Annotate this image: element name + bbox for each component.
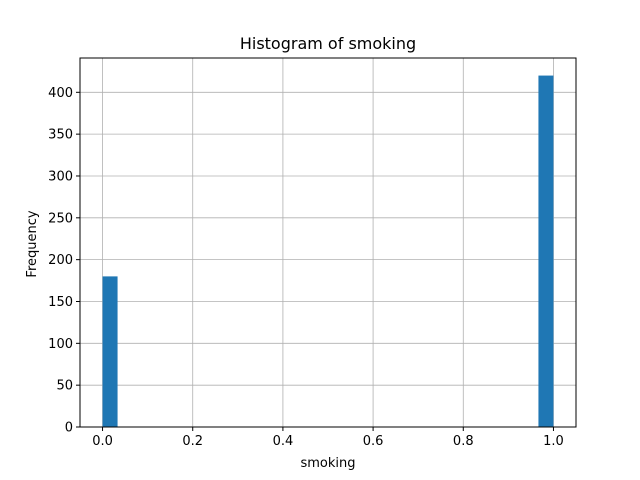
- bars-layer: [102, 75, 554, 428]
- x-tick-label: 0.0: [92, 434, 113, 449]
- y-axis-label: Frequency: [25, 210, 40, 277]
- y-tick-label: 50: [56, 379, 73, 394]
- x-axis-ticks: 0.0 0.2 0.4 0.6 0.8 1.0: [92, 427, 564, 449]
- x-tick-label: 0.8: [453, 434, 474, 449]
- x-tick-label: 0.6: [363, 434, 384, 449]
- y-tick-label: 0: [65, 421, 73, 436]
- y-tick-label: 100: [48, 337, 73, 352]
- x-tick-label: 0.4: [273, 434, 294, 449]
- y-tick-label: 400: [48, 86, 73, 101]
- x-tick-label: 1.0: [543, 434, 564, 449]
- histogram-bar: [102, 276, 118, 427]
- x-axis-label: smoking: [300, 456, 355, 471]
- y-tick-label: 150: [48, 295, 73, 310]
- y-tick-label: 300: [48, 169, 73, 184]
- y-tick-label: 250: [48, 211, 73, 226]
- grid-layer: [80, 58, 576, 428]
- y-axis-ticks: 0 50 100 150 200 250 300 350 400: [48, 86, 80, 436]
- plot-frame: [79, 57, 577, 428]
- chart-title: Histogram of smoking: [240, 34, 416, 53]
- x-tick-label: 0.2: [182, 434, 203, 449]
- y-tick-label: 350: [48, 128, 73, 143]
- histogram-bar: [538, 75, 554, 428]
- y-tick-label: 200: [48, 253, 73, 268]
